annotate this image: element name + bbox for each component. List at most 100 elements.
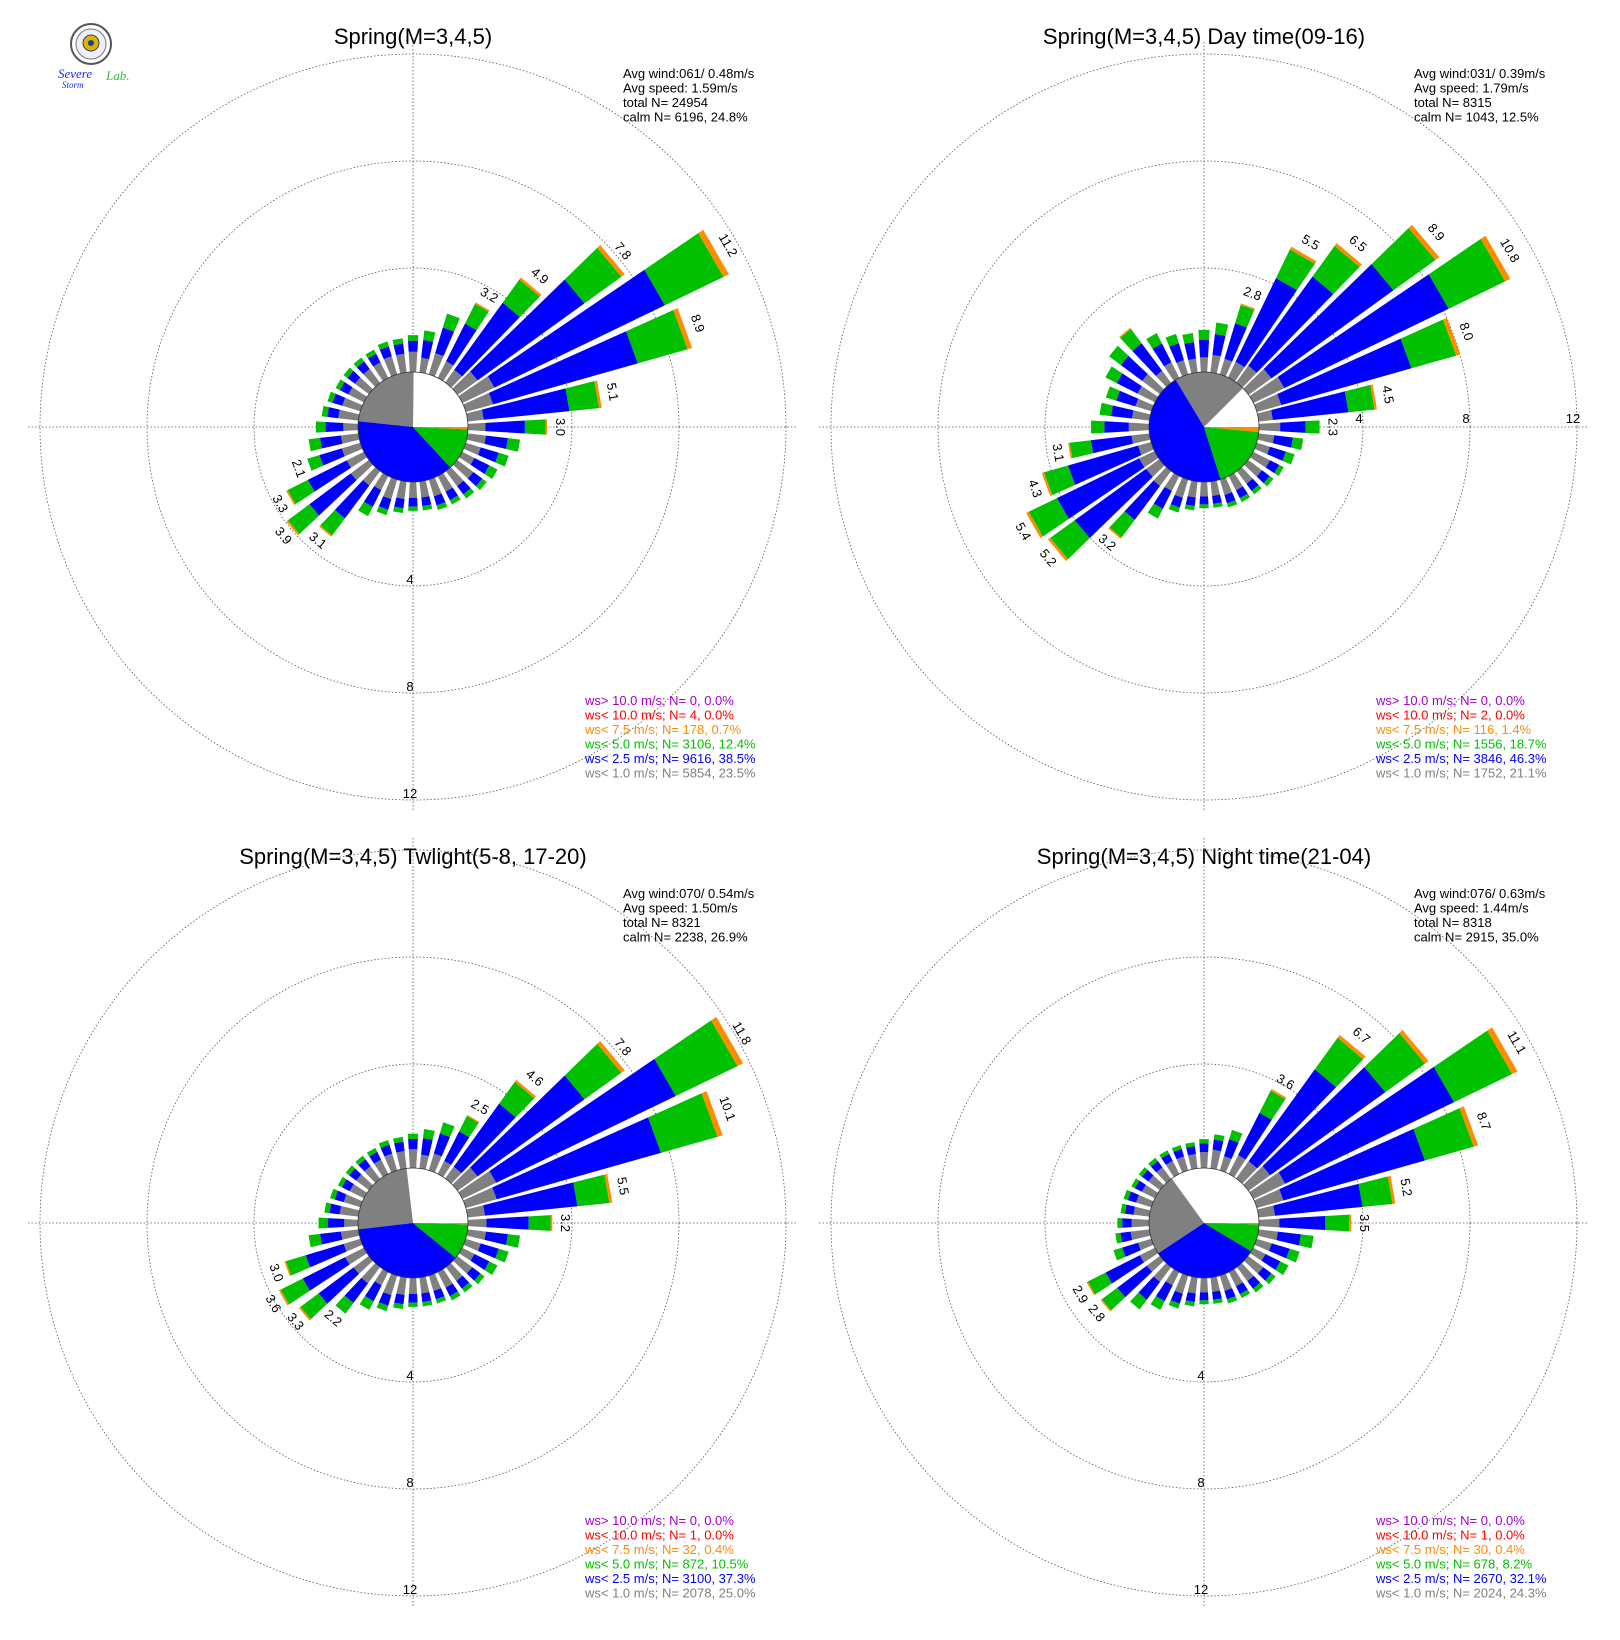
bar-dir-130-seg-2 bbox=[474, 1273, 485, 1285]
bar-dir-230-seg-0 bbox=[353, 1255, 373, 1274]
bar-dir-70-seg-2 bbox=[648, 1093, 718, 1153]
bar-dir-330-seg-0 bbox=[1164, 362, 1180, 382]
bar-dir-0-seg-2 bbox=[407, 1133, 419, 1139]
bar-label-70: 10.1 bbox=[716, 1094, 739, 1123]
bar-dir-290-seg-1 bbox=[1116, 390, 1139, 407]
bar-dir-170-seg-2 bbox=[1213, 502, 1223, 508]
bar-dir-290-seg-0 bbox=[342, 397, 363, 412]
bar-dir-20-seg-0 bbox=[1219, 358, 1233, 377]
bar-dir-100-seg-1 bbox=[484, 435, 509, 450]
bar-dir-10-seg-0 bbox=[1210, 354, 1221, 374]
bar-dir-140-seg-0 bbox=[1236, 1263, 1254, 1282]
bar-dir-160-seg-0 bbox=[1219, 1273, 1233, 1291]
bar-dir-80-seg-3 bbox=[604, 1173, 613, 1204]
bar-dir-170-seg-0 bbox=[1210, 1276, 1220, 1293]
bar-dir-210-seg-2 bbox=[358, 501, 373, 517]
bar-dir-270-seg-0 bbox=[343, 422, 359, 432]
bar-dir-150-seg-2 bbox=[1239, 1289, 1251, 1299]
ring-label-8: 8 bbox=[1197, 1475, 1204, 1490]
bar-dir-90-seg-0 bbox=[467, 422, 486, 432]
bar-dir-90-seg-2 bbox=[1325, 1214, 1350, 1232]
bar-dir-170-seg-1 bbox=[421, 1292, 432, 1303]
bar-dir-330-seg-2 bbox=[366, 1147, 378, 1157]
bar-dir-40-seg-1 bbox=[1248, 276, 1334, 373]
calm-pie-lt25 bbox=[357, 421, 451, 482]
bar-dir-200-seg-1 bbox=[378, 496, 392, 510]
bar-dir-180-seg-0 bbox=[1199, 1277, 1209, 1293]
legend-item-4: ws< 5.0 m/s; N= 872, 10.5% bbox=[584, 1557, 749, 1572]
windrose-panel-3: Spring(M=3,4,5) Twlight(5-8, 17-20)48122… bbox=[28, 838, 798, 1608]
bar-dir-220-seg-1 bbox=[1124, 480, 1161, 520]
bar-dir-10-seg-0 bbox=[419, 357, 430, 374]
bar-dir-10-seg-1 bbox=[1212, 333, 1226, 357]
bar-dir-50-seg-3 bbox=[1399, 1029, 1429, 1064]
bar-dir-50-seg-1 bbox=[1262, 1067, 1386, 1176]
bar-label-250: 4.3 bbox=[1025, 477, 1045, 499]
bar-dir-230-seg-0 bbox=[1146, 1255, 1164, 1272]
bar-dir-190-seg-1 bbox=[394, 1293, 405, 1305]
bar-dir-120-seg-1 bbox=[1261, 1253, 1281, 1270]
bar-dir-200-seg-2 bbox=[376, 1302, 389, 1312]
bar-dir-280-seg-2 bbox=[1099, 402, 1113, 417]
bar-dir-210-seg-0 bbox=[1165, 1268, 1180, 1286]
calm-pie-lt25 bbox=[1149, 379, 1221, 482]
bar-dir-170-seg-2 bbox=[422, 504, 433, 511]
bar-dir-280-seg-0 bbox=[1131, 410, 1151, 421]
bar-dir-200-seg-0 bbox=[383, 1273, 398, 1296]
chart-title: Spring(M=3,4,5) bbox=[334, 24, 492, 49]
bar-dir-350-seg-2 bbox=[392, 338, 404, 346]
bar-dir-100-seg-0 bbox=[1257, 433, 1275, 444]
bar-dir-320-seg-0 bbox=[1156, 1167, 1172, 1183]
bar-dir-290-seg-1 bbox=[334, 1190, 347, 1203]
bar-dir-180-seg-2 bbox=[1199, 504, 1209, 509]
bar-dir-20-seg-2 bbox=[1235, 304, 1255, 328]
bar-dir-110-seg-0 bbox=[463, 442, 481, 455]
bar-dir-300-seg-0 bbox=[349, 1184, 368, 1199]
windrose-panel-1: Spring(M=3,4,5) 4 8 12 3.2 4.9 7.8 11.2 8.9 5.1 3.… bbox=[28, 24, 798, 812]
bar-dir-120-seg-0 bbox=[458, 451, 475, 465]
legend-item-2: ws< 10.0 m/s; N= 4, 0.0% bbox=[584, 708, 734, 723]
bar-dir-190-seg-1 bbox=[394, 497, 405, 509]
bar-dir-310-seg-2 bbox=[1109, 345, 1129, 365]
bar-label-60: 11.8 bbox=[729, 1019, 754, 1048]
bar-dir-260-seg-2 bbox=[1069, 440, 1094, 459]
bar-dir-120-seg-1 bbox=[470, 1253, 490, 1270]
bar-dir-340-seg-2 bbox=[377, 341, 389, 350]
severe-storm-lab-logo: Severe Storm Lab. bbox=[58, 23, 129, 90]
bar-dir-30-seg-3 bbox=[466, 1114, 480, 1123]
bar-dir-280-seg-1 bbox=[327, 407, 340, 419]
legend-item-2: ws< 10.0 m/s; N= 2, 0.0% bbox=[1375, 708, 1525, 723]
bar-dir-210-seg-1 bbox=[1153, 486, 1172, 509]
bar-dir-180-seg-0 bbox=[1199, 481, 1209, 497]
bar-dir-260-seg-0 bbox=[1130, 1229, 1151, 1240]
bar-dir-160-seg-1 bbox=[1224, 1288, 1236, 1300]
bar-dir-180-seg-2 bbox=[408, 506, 418, 511]
bar-dir-310-seg-0 bbox=[1142, 374, 1164, 395]
bar-dir-280-seg-0 bbox=[338, 409, 360, 421]
legend-item-5: ws< 2.5 m/s; N= 2670, 32.1% bbox=[1375, 1571, 1547, 1586]
bar-dir-180-seg-1 bbox=[1199, 496, 1209, 505]
bar-dir-130-seg-0 bbox=[1244, 459, 1263, 477]
bar-dir-260-seg-1 bbox=[319, 1231, 343, 1245]
bar-dir-100-seg-0 bbox=[466, 1229, 486, 1240]
bar-dir-50-seg-0 bbox=[1243, 368, 1272, 395]
bar-dir-220-seg-0 bbox=[362, 467, 381, 486]
bar-dir-240-seg-0 bbox=[1139, 1247, 1159, 1263]
bar-dir-260-seg-2 bbox=[1115, 1232, 1123, 1244]
bar-label-60: 11.1 bbox=[1504, 1028, 1529, 1057]
bar-dir-80-seg-1 bbox=[1271, 391, 1349, 421]
bar-dir-170-seg-1 bbox=[1212, 494, 1222, 504]
chart-title: Spring(M=3,4,5) Day time(09-16) bbox=[1043, 24, 1365, 49]
legend-item-2: ws< 10.0 m/s; N= 1, 0.0% bbox=[1375, 1528, 1525, 1543]
stat-line-3: total N= 8315 bbox=[1414, 95, 1492, 110]
bar-dir-10-seg-2 bbox=[1213, 1134, 1225, 1142]
bar-dir-80-seg-0 bbox=[466, 409, 484, 422]
bar-dir-220-seg-0 bbox=[1153, 1263, 1172, 1282]
bar-dir-310-seg-2 bbox=[345, 1165, 355, 1176]
calm-pie-lt75 bbox=[1204, 427, 1259, 432]
calm-pie-calm bbox=[1204, 388, 1259, 427]
bar-dir-290-seg-2 bbox=[1123, 1189, 1131, 1201]
bar-dir-100-seg-0 bbox=[466, 433, 486, 444]
bar-dir-30-seg-1 bbox=[1235, 278, 1297, 368]
bar-dir-210-seg-0 bbox=[374, 1268, 389, 1286]
